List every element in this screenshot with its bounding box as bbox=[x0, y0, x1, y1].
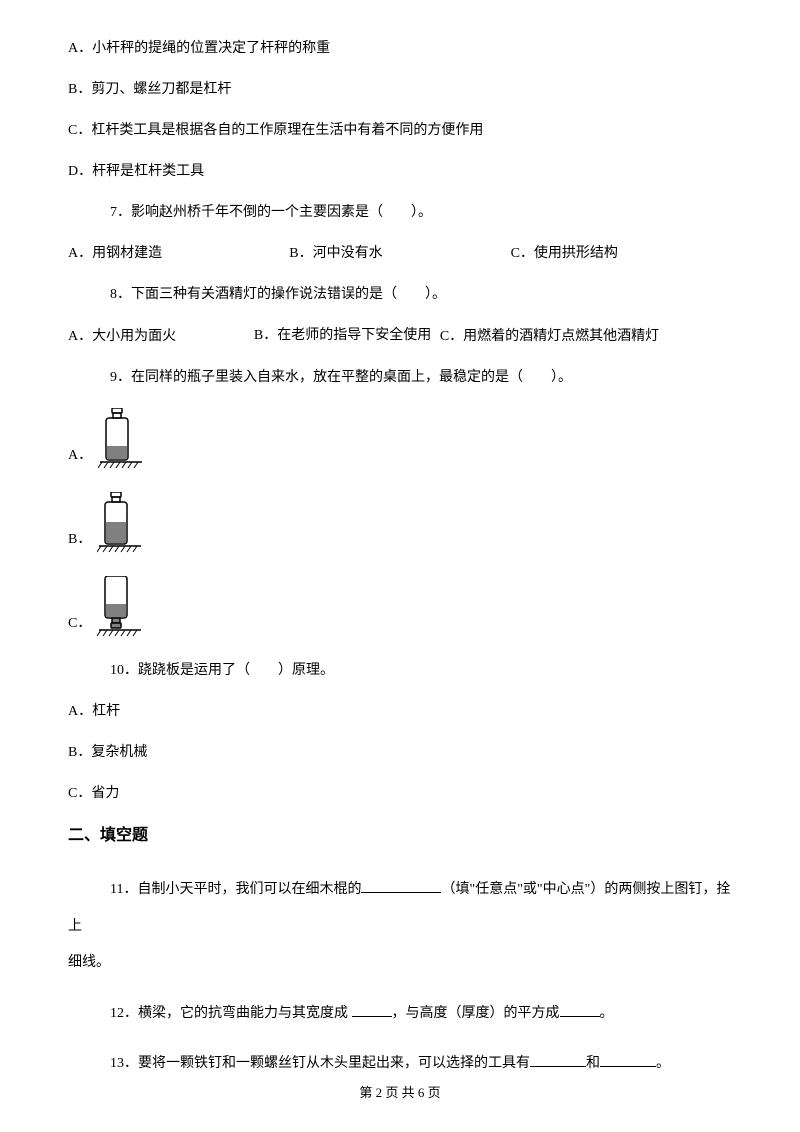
q13-mid: 和 bbox=[586, 1056, 600, 1071]
q8-option-c: C．用燃着的酒精灯点燃其他酒精灯 bbox=[440, 326, 732, 347]
q9-stem: 9．在同样的瓶子里装入自来水，放在平整的桌面上，最稳定的是（ ）。 bbox=[68, 367, 732, 388]
q6-option-a: A．小杆秤的提绳的位置决定了杆秤的称重 bbox=[68, 38, 732, 59]
q6-option-b: B．剪刀、螺丝刀都是杠杆 bbox=[68, 79, 732, 100]
q13-blank-2[interactable] bbox=[600, 1053, 656, 1067]
q9-label-c: C． bbox=[68, 613, 91, 638]
q10-option-c: C．省力 bbox=[68, 783, 732, 804]
q8-option-a: A．大小用为面火 bbox=[68, 326, 254, 347]
q9-label-b: B． bbox=[68, 529, 91, 554]
q12-pre: 12．横梁，它的抗弯曲能力与其宽度成 bbox=[110, 1006, 352, 1021]
q11-post: 细线。 bbox=[68, 955, 110, 970]
q6-option-c: C．杠杆类工具是根据各自的工作原理在生活中有着不同的方便作用 bbox=[68, 120, 732, 141]
q7-option-b: B．河中没有水 bbox=[289, 243, 510, 264]
q12-blank-2[interactable] bbox=[560, 1003, 600, 1017]
bottle-b-icon bbox=[97, 492, 151, 554]
q9-option-b: B． bbox=[68, 492, 732, 554]
q7-option-a: A．用钢材建造 bbox=[68, 243, 289, 264]
q6-option-d: D．杆秤是杠杆类工具 bbox=[68, 161, 732, 182]
q10-stem: 10．跷跷板是运用了（ ）原理。 bbox=[68, 660, 732, 681]
q10-option-b: B．复杂机械 bbox=[68, 742, 732, 763]
q11: 11．自制小天平时，我们可以在细木棍的（填"任意点"或"中心点"）的两侧按上图钉… bbox=[68, 872, 732, 981]
q12-blank-1[interactable] bbox=[352, 1003, 392, 1017]
q9-label-a: A． bbox=[68, 445, 92, 470]
q9-option-a: A． bbox=[68, 408, 732, 470]
q13-post: 。 bbox=[656, 1056, 670, 1071]
q13-blank-1[interactable] bbox=[530, 1053, 586, 1067]
q7-option-c: C．使用拱形结构 bbox=[511, 243, 732, 264]
q9-option-c: C． bbox=[68, 576, 732, 638]
bottle-c-icon bbox=[97, 576, 151, 638]
q8-stem: 8．下面三种有关酒精灯的操作说法错误的是（ ）。 bbox=[68, 284, 732, 305]
q10-option-a: A．杠杆 bbox=[68, 701, 732, 722]
bottle-a-icon bbox=[98, 408, 152, 470]
q12: 12．横梁，它的抗弯曲能力与其宽度成 ，与高度（厚度）的平方成 。 bbox=[68, 996, 732, 1032]
q7-stem: 7．影响赵州桥千年不倒的一个主要因素是（ ）。 bbox=[68, 202, 732, 223]
q11-pre: 11．自制小天平时，我们可以在细木棍的 bbox=[110, 882, 361, 897]
q12-mid: ，与高度（厚度）的平方成 bbox=[392, 1006, 560, 1021]
q12-post: 。 bbox=[600, 1006, 614, 1021]
q13: 13．要将一颗铁钉和一颗螺丝钉从木头里起出来，可以选择的工具有 和 。 bbox=[68, 1046, 732, 1082]
section-2-heading: 二、填空题 bbox=[68, 824, 732, 848]
q7-options: A．用钢材建造 B．河中没有水 C．使用拱形结构 bbox=[68, 243, 732, 264]
q11-blank-1[interactable] bbox=[361, 879, 441, 893]
q8-option-b: B．在老师的指导下安全使用 bbox=[254, 325, 440, 347]
page-footer: 第 2 页 共 6 页 bbox=[0, 1083, 800, 1103]
q8-options: A．大小用为面火 B．在老师的指导下安全使用 C．用燃着的酒精灯点燃其他酒精灯 bbox=[68, 325, 732, 347]
q13-pre: 13．要将一颗铁钉和一颗螺丝钉从木头里起出来，可以选择的工具有 bbox=[110, 1056, 530, 1071]
